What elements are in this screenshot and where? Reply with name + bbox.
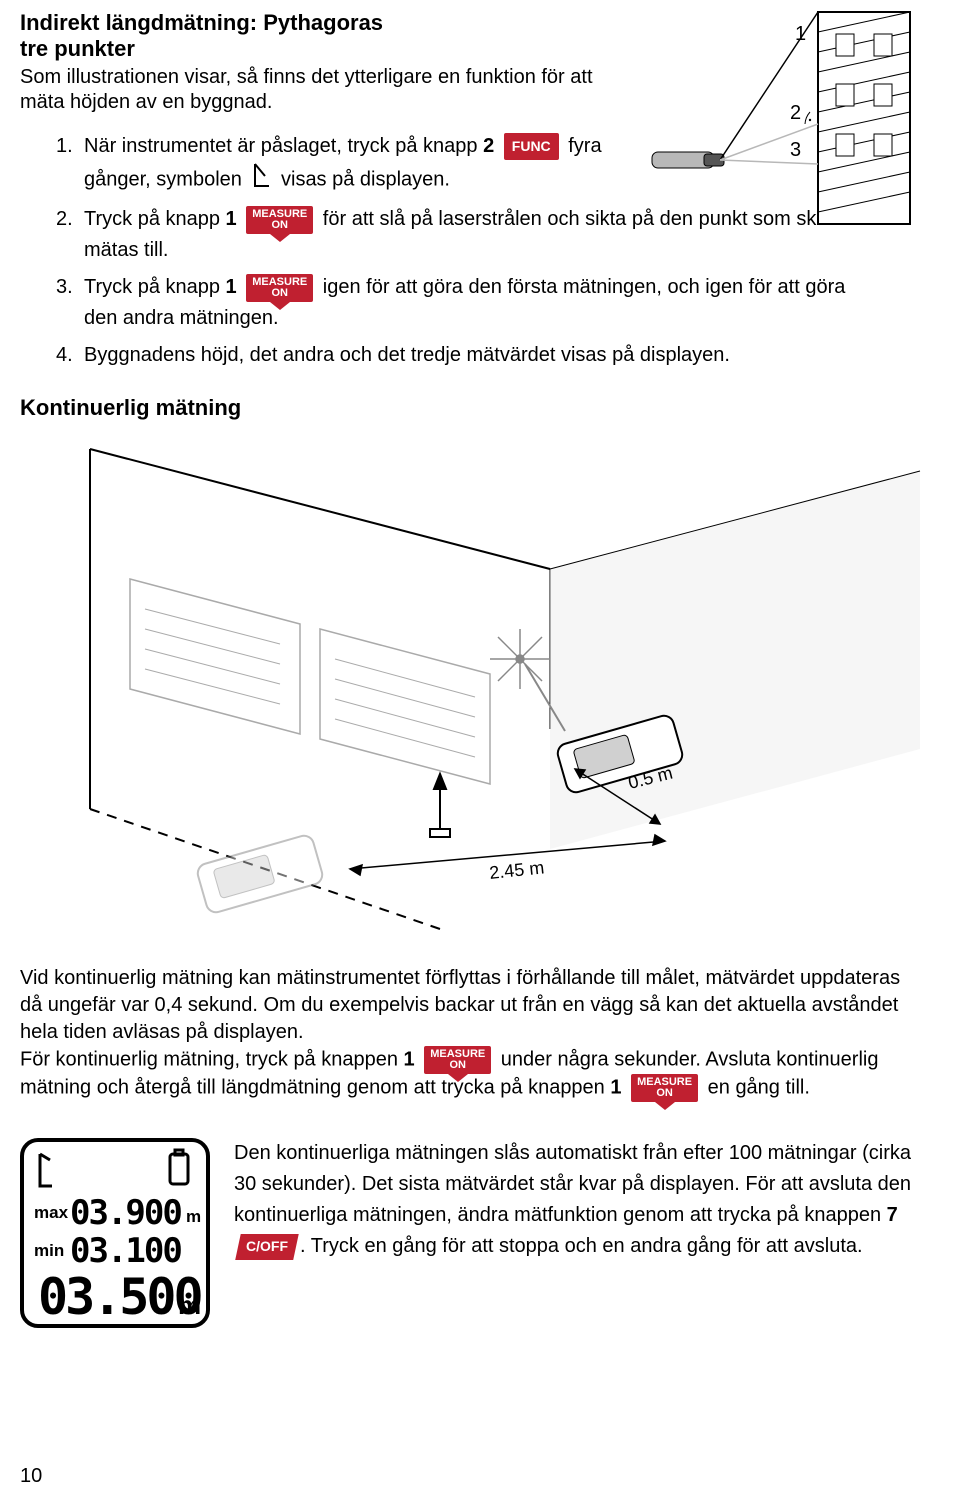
svg-text:03.900: 03.900 bbox=[70, 1193, 181, 1233]
svg-text:03.500: 03.500 bbox=[38, 1268, 202, 1326]
step-item: 4.Byggnadens höjd, det andra och det tre… bbox=[56, 340, 876, 371]
measure-button-icon: MEASUREON bbox=[424, 1046, 491, 1074]
building-icon bbox=[818, 12, 910, 224]
page-number: 10 bbox=[20, 1465, 42, 1488]
svg-text:max: max bbox=[34, 1203, 69, 1222]
step-item: 3.Tryck på knapp 1 MEASUREON igen för at… bbox=[56, 272, 876, 334]
step-number: 2. bbox=[56, 204, 84, 266]
diagram-label-1: 1 bbox=[795, 23, 806, 45]
building-diagram: 1 2 3 bbox=[650, 4, 920, 234]
angle-symbol-icon bbox=[251, 162, 271, 198]
step-number: 1. bbox=[56, 131, 84, 198]
func-button-icon: FUNC bbox=[504, 133, 559, 161]
svg-text:m: m bbox=[178, 1290, 201, 1320]
section-heading: Indirekt längdmätning: Pythagoras tre pu… bbox=[20, 10, 400, 63]
intro-text: Som illustrationen visar, så finns det y… bbox=[20, 65, 640, 115]
bottom-paragraph: Den kontinuerliga mätningen slås automat… bbox=[234, 1138, 920, 1328]
svg-text:min: min bbox=[34, 1241, 64, 1260]
continuous-illustration: 0.5 m 2.45 m bbox=[20, 429, 940, 949]
measure-button-icon: MEASUREON bbox=[631, 1074, 698, 1102]
heading-line2: tre punkter bbox=[20, 36, 135, 61]
measure-button-icon: MEASUREON bbox=[246, 274, 313, 302]
measure-button-icon: MEASUREON bbox=[246, 206, 313, 234]
instrument-icon bbox=[652, 152, 724, 168]
step-body: Tryck på knapp 1 MEASUREON igen för att … bbox=[84, 272, 876, 334]
svg-text:m: m bbox=[186, 1207, 201, 1226]
instrument-ghost-icon bbox=[195, 833, 324, 914]
svg-text:03.100: 03.100 bbox=[70, 1231, 181, 1271]
step-body: Byggnadens höjd, det andra och det tredj… bbox=[84, 340, 876, 371]
label-far: 2.45 m bbox=[488, 857, 545, 883]
heading-line1: Indirekt längdmätning: Pythagoras bbox=[20, 10, 383, 35]
diagram-label-2: 2 bbox=[790, 102, 801, 124]
lcd-display: max 03.900 m min 03.100 03.500 m bbox=[20, 1138, 210, 1328]
coff-button-icon: C/OFF bbox=[235, 1234, 298, 1260]
section2-heading: Kontinuerlig mätning bbox=[20, 395, 920, 421]
laser-target-icon bbox=[490, 629, 550, 689]
step-number: 3. bbox=[56, 272, 84, 334]
continuous-paragraph: Vid kontinuerlig mätning kan mätinstrume… bbox=[20, 965, 920, 1102]
diagram-label-3: 3 bbox=[790, 139, 801, 161]
step-number: 4. bbox=[56, 340, 84, 371]
